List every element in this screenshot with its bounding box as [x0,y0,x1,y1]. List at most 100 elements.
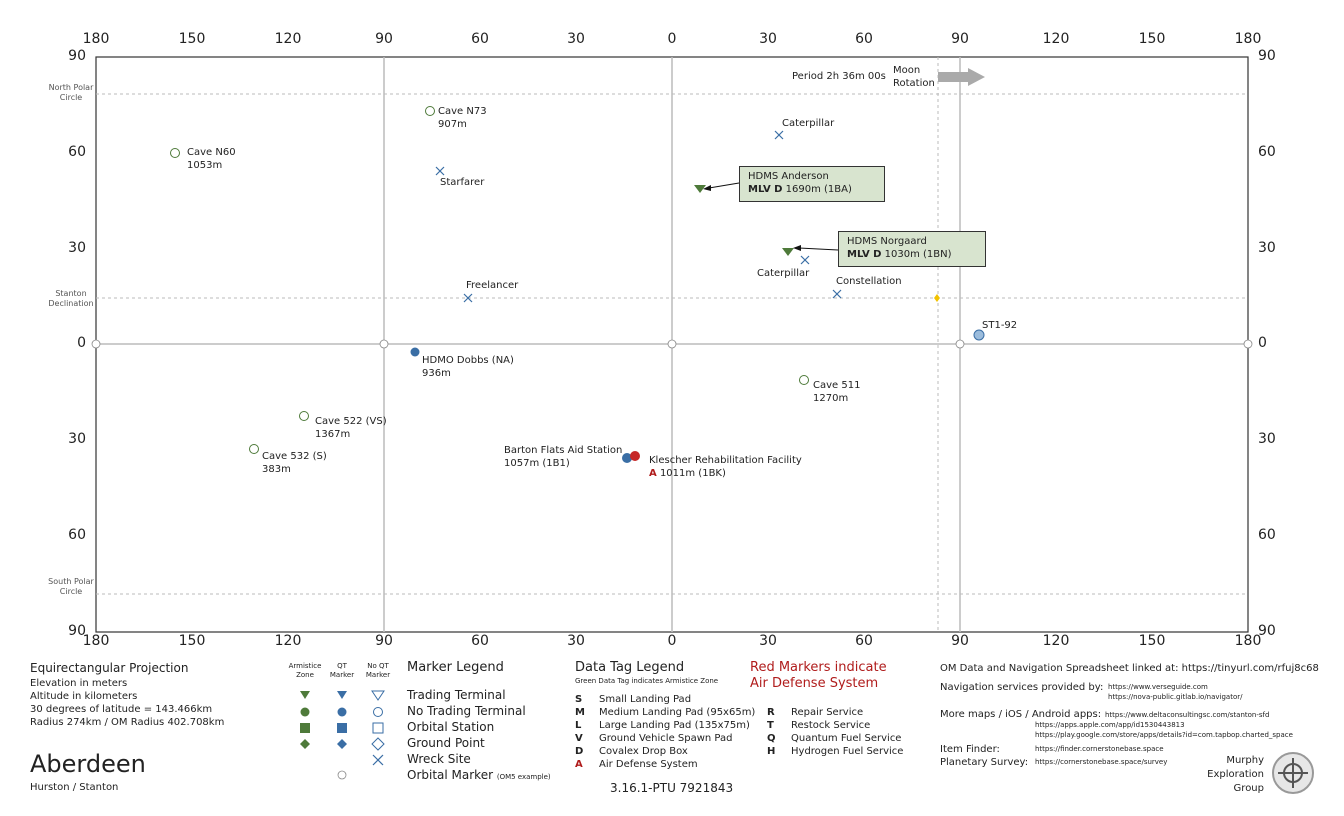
cave-n60-marker[interactable] [170,148,180,158]
data-tag-value: Air Defense System [599,759,698,770]
lon-label-bottom: 120 [274,633,302,649]
hdms-norgaard-callout[interactable]: HDMS Norgaard MLV D 1030m (1BN) [838,231,986,267]
lon-label-top: 60 [855,31,873,47]
cave-532-marker[interactable] [249,444,259,454]
data-tag-legend-subtitle: Green Data Tag indicates Armistice Zone [575,677,719,685]
lat-label-left: 30 [68,431,86,447]
legend-orbital-marker-label: Orbital Marker [407,768,494,782]
data-tag-key: S [575,694,583,705]
data-tag-key: R [767,707,775,718]
maps-url-delta[interactable]: https://www.deltaconsultingsc.com/stanto… [1105,711,1270,719]
cave-522-label[interactable]: Cave 522 (VS) 1367m [315,415,387,441]
north-polar-line2: Circle [59,93,83,102]
cave-n73-marker[interactable] [425,106,435,116]
maps-url-apple[interactable]: https://apps.apple.com/app/id1530443813 [1035,721,1185,729]
legend-orbital-marker [337,770,347,780]
hdmo-dobbs-label[interactable]: HDMO Dobbs (NA) 936m [422,354,514,380]
freelancer-marker[interactable] [463,293,473,303]
cave-n60-label[interactable]: Cave N60 1053m [187,146,236,172]
cave-n73-elevation: 907m [438,119,467,130]
anderson-arrow [708,182,740,189]
stanton-declination-label: Stanton Declination [40,289,102,309]
data-tag-key: Q [767,733,776,744]
nav-services-label: Navigation services provided by: [940,682,1104,693]
caterpillar-north-label[interactable]: Caterpillar [782,118,835,129]
st1-92-label[interactable]: ST1-92 [982,320,1018,331]
hdmo-dobbs-name: HDMO Dobbs (NA) [422,355,514,366]
klescher-name: Klescher Rehabilitation Facility [649,455,802,466]
data-tag-row: Q Quantum Fuel Service [767,732,903,745]
orbital-marker [1243,339,1253,349]
meg-logo [1272,752,1314,794]
data-tag-row: H Hydrogen Fuel Service [767,745,903,758]
data-tag-legend-title: Data Tag Legend [575,660,685,675]
legend-wreck-site: Wreck Site [407,752,471,766]
legend-no-trading-terminal: No Trading Terminal [407,704,526,718]
cave-n73-label[interactable]: Cave N73 907m [438,105,487,131]
lon-label-bottom: 150 [1138,633,1166,649]
credit-line3: Group [1233,783,1264,794]
legend-col-armistice: Armistice Zone [285,662,325,680]
cave-522-marker[interactable] [299,411,309,421]
marker-legend-rows: Trading Terminal No Trading Terminal Orb… [407,687,551,785]
data-tag-key: V [575,733,583,744]
constellation-label[interactable]: Constellation [836,276,902,287]
freelancer-label[interactable]: Freelancer [466,280,519,291]
lon-label-bottom: 180 [82,633,110,649]
lon-label-top: 90 [951,31,969,47]
cave-511-marker[interactable] [799,375,809,385]
cave-511-label[interactable]: Cave 511 1270m [813,379,860,405]
hdms-anderson-callout[interactable]: HDMS Anderson MLV D 1690m (1BA) [739,166,885,202]
caterpillar-north-marker[interactable] [774,130,784,140]
hdmo-dobbs-marker[interactable] [410,347,420,357]
item-finder-url[interactable]: https://finder.cornerstonebase.space [1035,745,1164,753]
lon-label-top: 30 [567,31,585,47]
st1-92-marker[interactable] [973,329,985,341]
hdms-norgaard-marker[interactable] [782,248,794,256]
planetary-survey-url[interactable]: https://cornerstonebase.space/survey [1035,758,1168,766]
barton-flats-marker[interactable] [622,453,632,463]
data-tag-value: Covalex Drop Box [599,746,688,757]
starfarer-label[interactable]: Starfarer [440,177,485,188]
caterpillar-south-label[interactable]: Caterpillar [757,268,810,279]
legend-col-noqt: No QT Marker [358,662,398,680]
constellation-marker[interactable] [832,289,842,299]
legend-green-square [300,723,310,733]
nav-url-navigator[interactable]: https://nova-public.gitlab.io/navigator/ [1108,693,1243,701]
lon-label-bottom: 60 [855,633,873,649]
red-marker-note: Red Markers indicate Air Defense System [750,660,887,692]
nav-services-urls: https://www.verseguide.com https://nova-… [1108,682,1243,702]
lon-label-top: 180 [82,31,110,47]
rotation-label-1: Moon [893,65,921,76]
barton-flats-label[interactable]: Barton Flats Aid Station 1057m (1B1) [504,444,622,470]
klescher-marker[interactable] [630,451,640,461]
lon-label-top: 60 [471,31,489,47]
anderson-arrowhead [703,185,711,191]
legend-orbital-note: (OM5 example) [496,773,551,781]
lat-label-left: 90 [68,48,86,64]
spreadsheet-link[interactable]: OM Data and Navigation Spreadsheet linke… [940,663,1319,674]
hdmo-dobbs-elevation: 936m [422,368,451,379]
lat-label-left: 60 [68,144,86,160]
hdms-anderson-code: MLV D [748,184,783,195]
legend-symbols [300,690,385,780]
info-altitude: Altitude in kilometers [30,691,138,702]
nav-url-verseguide[interactable]: https://www.verseguide.com [1108,683,1208,691]
south-polar-line2: Circle [59,587,83,596]
klescher-label[interactable]: Klescher Rehabilitation Facility A 1011m … [649,454,802,480]
cave-532-label[interactable]: Cave 532 (S) 383m [262,450,327,476]
red-note-line2: Air Defense System [750,676,879,691]
starfarer-marker[interactable] [435,166,445,176]
lat-label-right: 30 [1258,240,1276,256]
caterpillar-south-marker[interactable] [800,255,810,265]
lat-label-right: 0 [1258,335,1267,351]
hdms-anderson-marker[interactable] [694,185,706,193]
data-tag-row: V Ground Vehicle Spawn Pad [575,732,755,745]
lon-label-top: 150 [178,31,206,47]
hdms-norgaard-name: HDMS Norgaard [847,236,927,247]
lon-label-bottom: 90 [375,633,393,649]
data-tag-key: A [575,759,583,770]
klescher-air-defense-tag: A [649,468,657,479]
cave-532-name: Cave 532 (S) [262,451,327,462]
maps-url-google[interactable]: https://play.google.com/store/apps/detai… [1035,731,1293,739]
